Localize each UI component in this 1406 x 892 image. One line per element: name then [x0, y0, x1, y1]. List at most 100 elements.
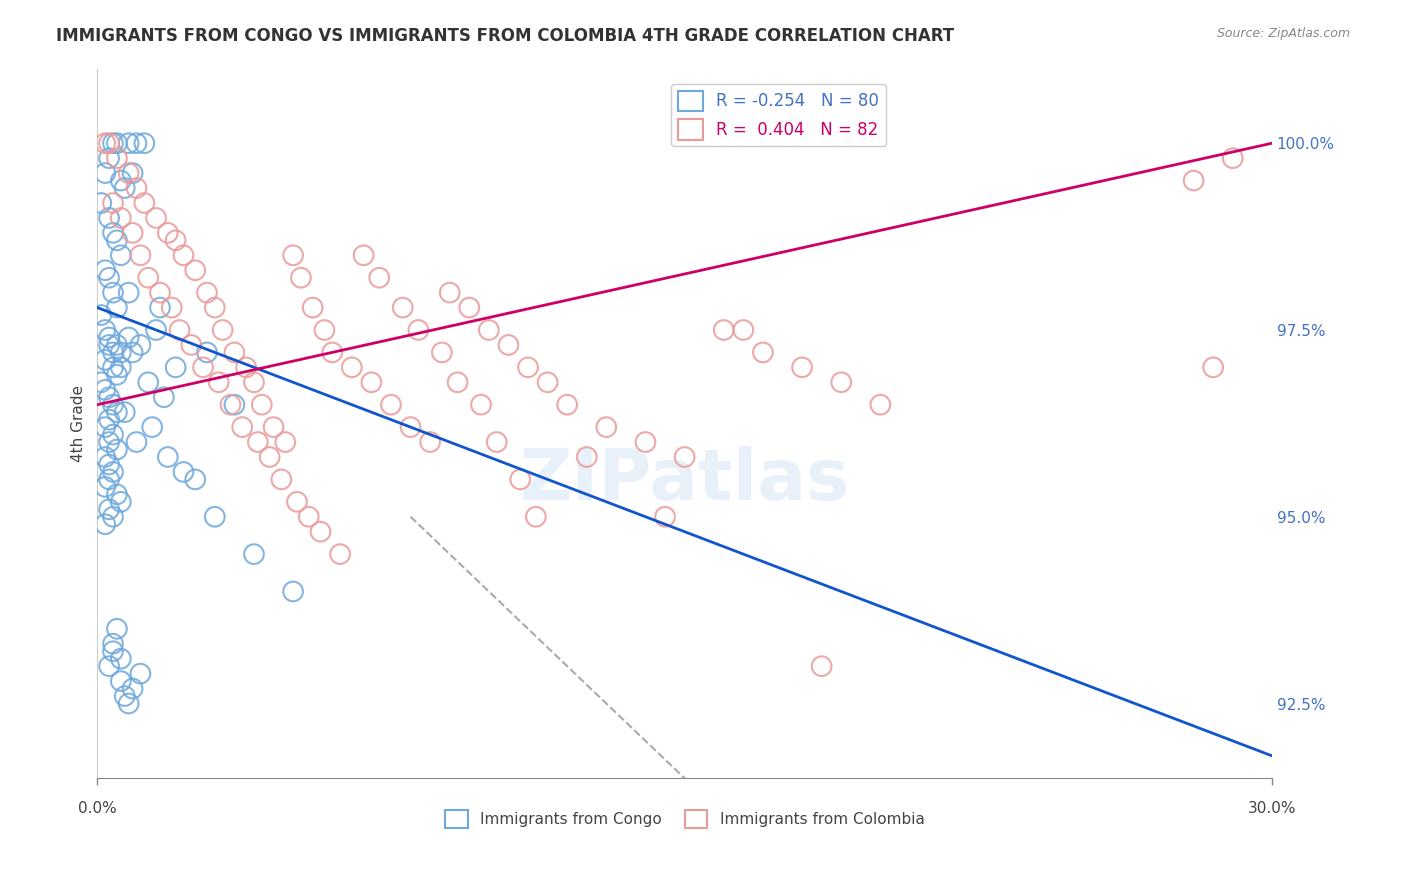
Point: [430, 345, 453, 359]
Text: IMMIGRANTS FROM CONGO VS IMMIGRANTS FROM COLOMBIA 4TH GRADE CORRELATION CHART: IMMIGRANTS FROM CONGO VS IMMIGRANTS FROM…: [56, 27, 955, 45]
Point: [368, 270, 391, 285]
Point: [314, 323, 336, 337]
Point: [204, 509, 226, 524]
Point: [90, 376, 112, 390]
Point: [250, 398, 273, 412]
Point: [654, 509, 676, 524]
Point: [1202, 360, 1225, 375]
Point: [165, 233, 187, 247]
Point: [110, 674, 132, 689]
Point: [118, 697, 141, 711]
Point: [94, 420, 117, 434]
Point: [94, 166, 117, 180]
Point: [149, 301, 172, 315]
Point: [231, 420, 253, 434]
Point: [105, 151, 128, 165]
Point: [101, 637, 124, 651]
Point: [121, 345, 143, 359]
Point: [204, 301, 226, 315]
Point: [98, 659, 121, 673]
Point: [94, 383, 117, 397]
Point: [134, 136, 156, 151]
Point: [105, 301, 128, 315]
Point: [156, 450, 179, 464]
Point: [153, 390, 176, 404]
Point: [105, 368, 128, 382]
Point: [595, 420, 617, 434]
Point: [246, 435, 269, 450]
Text: 30.0%: 30.0%: [1247, 801, 1296, 816]
Text: 0.0%: 0.0%: [77, 801, 117, 816]
Point: [101, 345, 124, 359]
Point: [94, 480, 117, 494]
Point: [114, 689, 136, 703]
Point: [290, 270, 312, 285]
Point: [98, 458, 121, 472]
Point: [129, 666, 152, 681]
Point: [485, 435, 508, 450]
Text: Source: ZipAtlas.com: Source: ZipAtlas.com: [1216, 27, 1350, 40]
Point: [98, 330, 121, 344]
Point: [98, 211, 121, 225]
Point: [129, 338, 152, 352]
Point: [105, 405, 128, 419]
Point: [243, 547, 266, 561]
Point: [439, 285, 461, 300]
Point: [105, 622, 128, 636]
Point: [134, 196, 156, 211]
Point: [235, 360, 257, 375]
Point: [101, 136, 124, 151]
Point: [830, 376, 852, 390]
Point: [136, 376, 159, 390]
Point: [191, 360, 214, 375]
Point: [94, 352, 117, 367]
Point: [224, 345, 246, 359]
Point: [380, 398, 402, 412]
Point: [309, 524, 332, 539]
Point: [98, 338, 121, 352]
Point: [98, 390, 121, 404]
Point: [105, 442, 128, 457]
Point: [301, 301, 323, 315]
Point: [98, 502, 121, 516]
Point: [98, 412, 121, 426]
Point: [184, 263, 207, 277]
Point: [498, 338, 520, 352]
Point: [121, 166, 143, 180]
Y-axis label: 4th Grade: 4th Grade: [72, 384, 86, 462]
Point: [224, 398, 246, 412]
Point: [270, 472, 292, 486]
Point: [180, 338, 202, 352]
Point: [114, 181, 136, 195]
Point: [478, 323, 501, 337]
Point: [105, 487, 128, 501]
Point: [285, 495, 308, 509]
Point: [110, 345, 132, 359]
Point: [101, 226, 124, 240]
Point: [263, 420, 285, 434]
Point: [869, 398, 891, 412]
Point: [101, 196, 124, 211]
Point: [136, 270, 159, 285]
Point: [446, 376, 468, 390]
Point: [353, 248, 375, 262]
Point: [1222, 151, 1244, 165]
Point: [145, 323, 167, 337]
Point: [169, 323, 191, 337]
Point: [145, 211, 167, 225]
Point: [419, 435, 441, 450]
Point: [141, 420, 163, 434]
Point: [360, 376, 382, 390]
Point: [105, 338, 128, 352]
Point: [110, 360, 132, 375]
Point: [129, 248, 152, 262]
Point: [810, 659, 832, 673]
Point: [118, 166, 141, 180]
Point: [125, 435, 148, 450]
Point: [105, 233, 128, 247]
Point: [98, 435, 121, 450]
Point: [195, 285, 218, 300]
Point: [101, 644, 124, 658]
Point: [101, 509, 124, 524]
Point: [160, 301, 183, 315]
